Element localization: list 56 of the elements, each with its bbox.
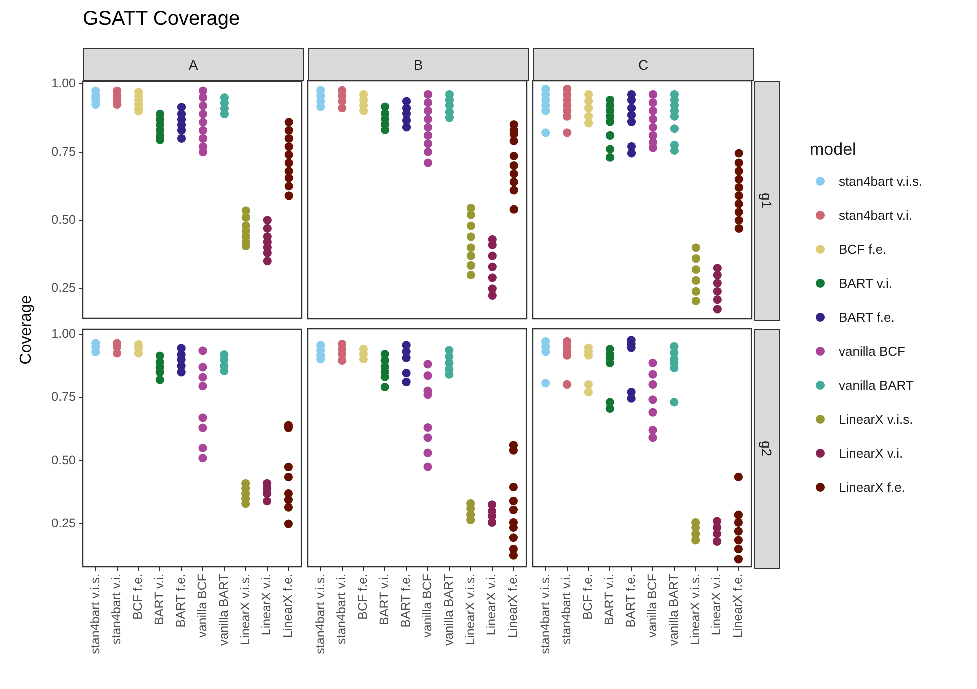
x-tick-label: vanilla BART: [216, 574, 231, 646]
x-tick-label: LinearX v.i.s.: [463, 574, 478, 646]
legend-label: LinearX v.i.: [839, 446, 904, 460]
x-tick-label: stan4bart v.i.: [560, 574, 574, 645]
x-tick-label: stan4bart v.i.s.: [313, 574, 328, 654]
legend-label: BART f.e.: [839, 310, 895, 324]
x-tick-label: LinearX v.i.: [484, 574, 499, 636]
chart-title: GSATT Coverage: [83, 8, 240, 31]
x-tick-label: BART f.e.: [399, 574, 414, 628]
text: g2: [754, 329, 780, 569]
x-tick-label: BART v.i.: [378, 574, 392, 626]
y-tick-label: 0.50: [52, 453, 76, 468]
y-axis-title: Coverage: [18, 295, 36, 365]
y-tick-label: 0.50: [52, 212, 76, 227]
x-tick-label: LinearX v.i.s.: [688, 574, 702, 646]
y-tick-label: 1.00: [52, 76, 76, 91]
y-tick-label: 0.25: [52, 280, 76, 295]
x-tick-label: BART f.e.: [624, 574, 638, 628]
y-tick-label: 0.75: [52, 144, 76, 159]
text: C: [533, 48, 754, 81]
x-tick-label: LinearX v.i.: [710, 574, 724, 636]
x-tick-label: vanilla BCF: [420, 574, 434, 638]
legend-label: stan4bart v.i.: [839, 208, 912, 222]
text: B: [308, 48, 529, 81]
y-tick-label: 1.00: [52, 327, 76, 342]
x-tick-label: LinearX f.e.: [731, 574, 746, 638]
x-tick-label: stan4bart v.i.s.: [538, 574, 552, 654]
legend-label: BART v.i.: [839, 276, 892, 290]
x-tick-label: vanilla BCF: [195, 574, 210, 638]
y-tick-label: 0.75: [52, 390, 76, 404]
x-tick-label: LinearX v.i.s.: [238, 574, 252, 646]
legend-label: LinearX f.e.: [839, 480, 906, 494]
x-tick-label: BCF f.e.: [356, 574, 370, 620]
x-tick-label: BART v.i.: [602, 574, 617, 626]
x-tick-label: BART f.e.: [174, 574, 188, 628]
x-tick-label: BCF f.e.: [581, 574, 596, 620]
x-tick-label: stan4bart v.i.: [110, 574, 124, 645]
x-tick-label: vanilla BART: [442, 574, 456, 646]
x-tick-label: stan4bart v.i.s.: [88, 574, 102, 654]
legend-label: vanilla BART: [839, 378, 914, 392]
x-tick-label: LinearX f.e.: [281, 574, 296, 638]
x-tick-label: vanilla BART: [666, 574, 681, 646]
legend-label: stan4bart v.i.s.: [839, 174, 923, 188]
x-tick-label: stan4bart v.i.: [334, 574, 349, 645]
y-tick-label: 0.25: [52, 516, 76, 530]
legend-label: BCF f.e.: [839, 242, 887, 256]
x-tick-label: vanilla BCF: [645, 574, 660, 638]
text: g1: [754, 81, 780, 321]
legend-title: model: [810, 140, 858, 160]
text: A: [83, 48, 304, 81]
legend-label: LinearX v.i.s.: [839, 412, 914, 426]
x-tick-label: BCF f.e.: [131, 574, 146, 620]
x-tick-label: BART v.i.: [152, 574, 167, 626]
legend-label: vanilla BCF: [839, 344, 906, 358]
x-tick-label: LinearX v.i.: [260, 574, 274, 636]
x-tick-label: LinearX f.e.: [506, 574, 520, 638]
